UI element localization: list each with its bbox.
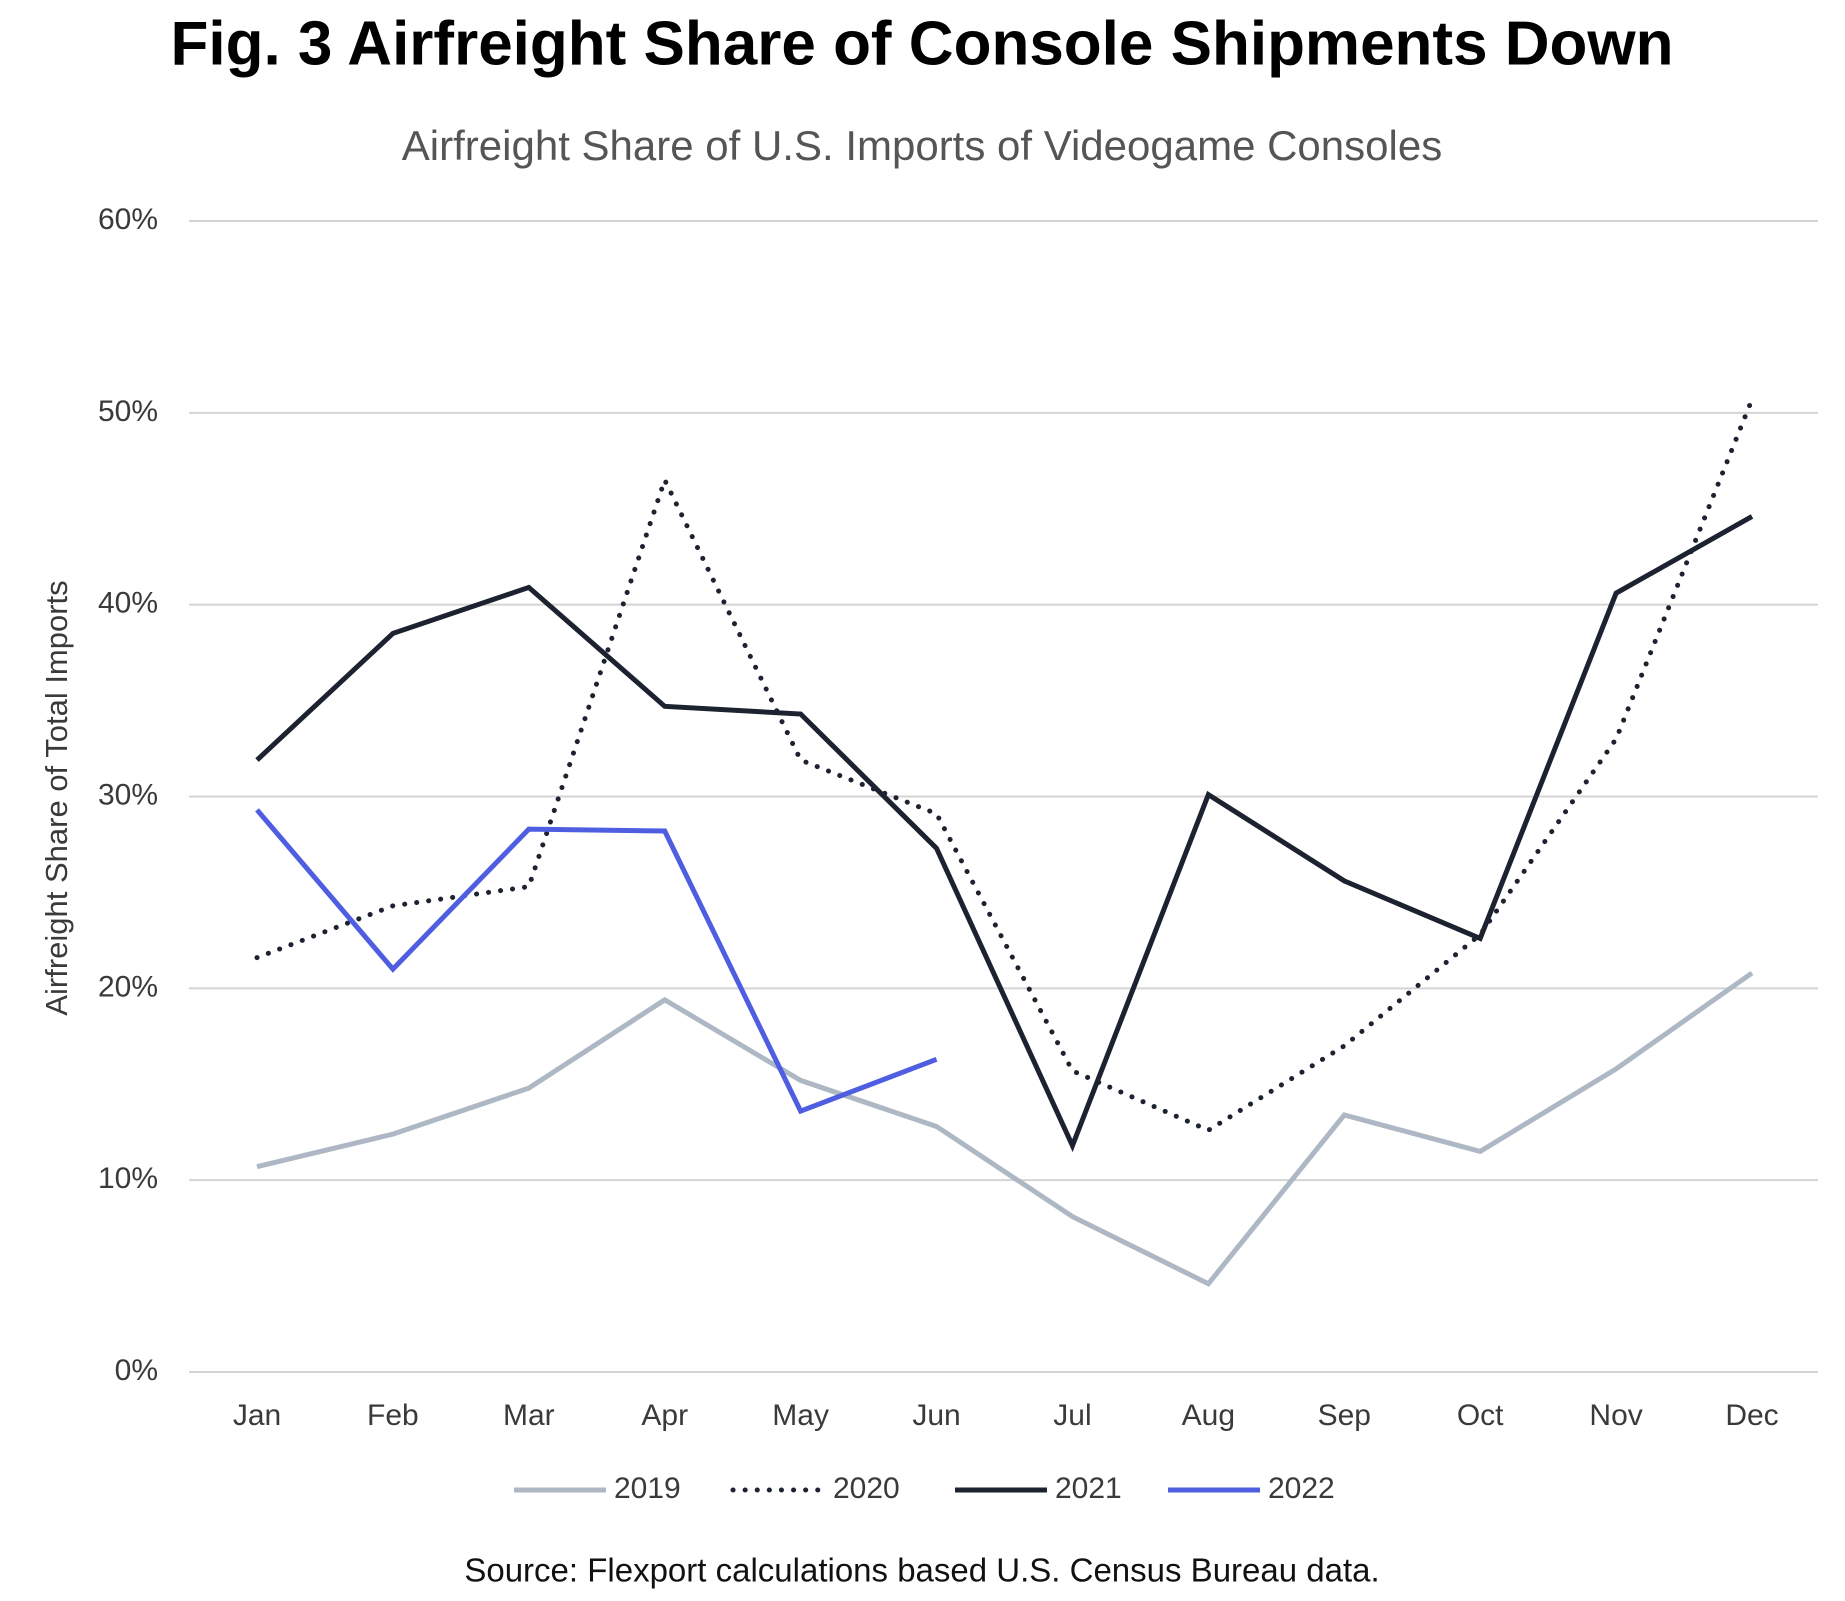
x-tick-label: Dec bbox=[1725, 1399, 1778, 1432]
y-axis-title: Airfreight Share of Total Imports bbox=[39, 580, 74, 1015]
y-tick-label: 30% bbox=[98, 778, 158, 811]
x-tick-label: Nov bbox=[1589, 1399, 1642, 1432]
x-tick-label: Apr bbox=[641, 1399, 688, 1432]
y-tick-label: 0% bbox=[115, 1354, 158, 1387]
legend-label: 2021 bbox=[1055, 1472, 1122, 1505]
y-tick-label: 10% bbox=[98, 1162, 158, 1195]
legend-label: 2019 bbox=[614, 1472, 681, 1505]
y-tick-label: 50% bbox=[98, 395, 158, 428]
chart-title: Fig. 3 Airfreight Share of Console Shipm… bbox=[170, 9, 1673, 78]
series-line bbox=[255, 808, 938, 1115]
x-tick-label: Mar bbox=[503, 1399, 555, 1432]
x-tick-label: Sep bbox=[1318, 1399, 1371, 1432]
series-line bbox=[256, 970, 1754, 1287]
y-tick-label: 20% bbox=[98, 970, 158, 1003]
y-tick-label: 60% bbox=[98, 203, 158, 236]
chart-subtitle: Airfreight Share of U.S. Imports of Vide… bbox=[402, 122, 1442, 169]
y-tick-label: 40% bbox=[98, 587, 158, 620]
x-tick-label: Jun bbox=[912, 1399, 960, 1432]
x-tick-label: Oct bbox=[1457, 1399, 1504, 1432]
x-tick-label: May bbox=[772, 1399, 829, 1432]
x-tick-label: Aug bbox=[1182, 1399, 1235, 1432]
x-tick-label: Jul bbox=[1053, 1399, 1091, 1432]
source-note: Source: Flexport calculations based U.S.… bbox=[464, 1552, 1379, 1589]
legend-label: 2022 bbox=[1268, 1472, 1335, 1505]
series-line bbox=[254, 396, 1755, 1134]
x-tick-label: Jan bbox=[233, 1399, 281, 1432]
series-line bbox=[255, 514, 1754, 1153]
legend-label: 2020 bbox=[833, 1472, 900, 1505]
x-tick-label: Feb bbox=[367, 1399, 419, 1432]
